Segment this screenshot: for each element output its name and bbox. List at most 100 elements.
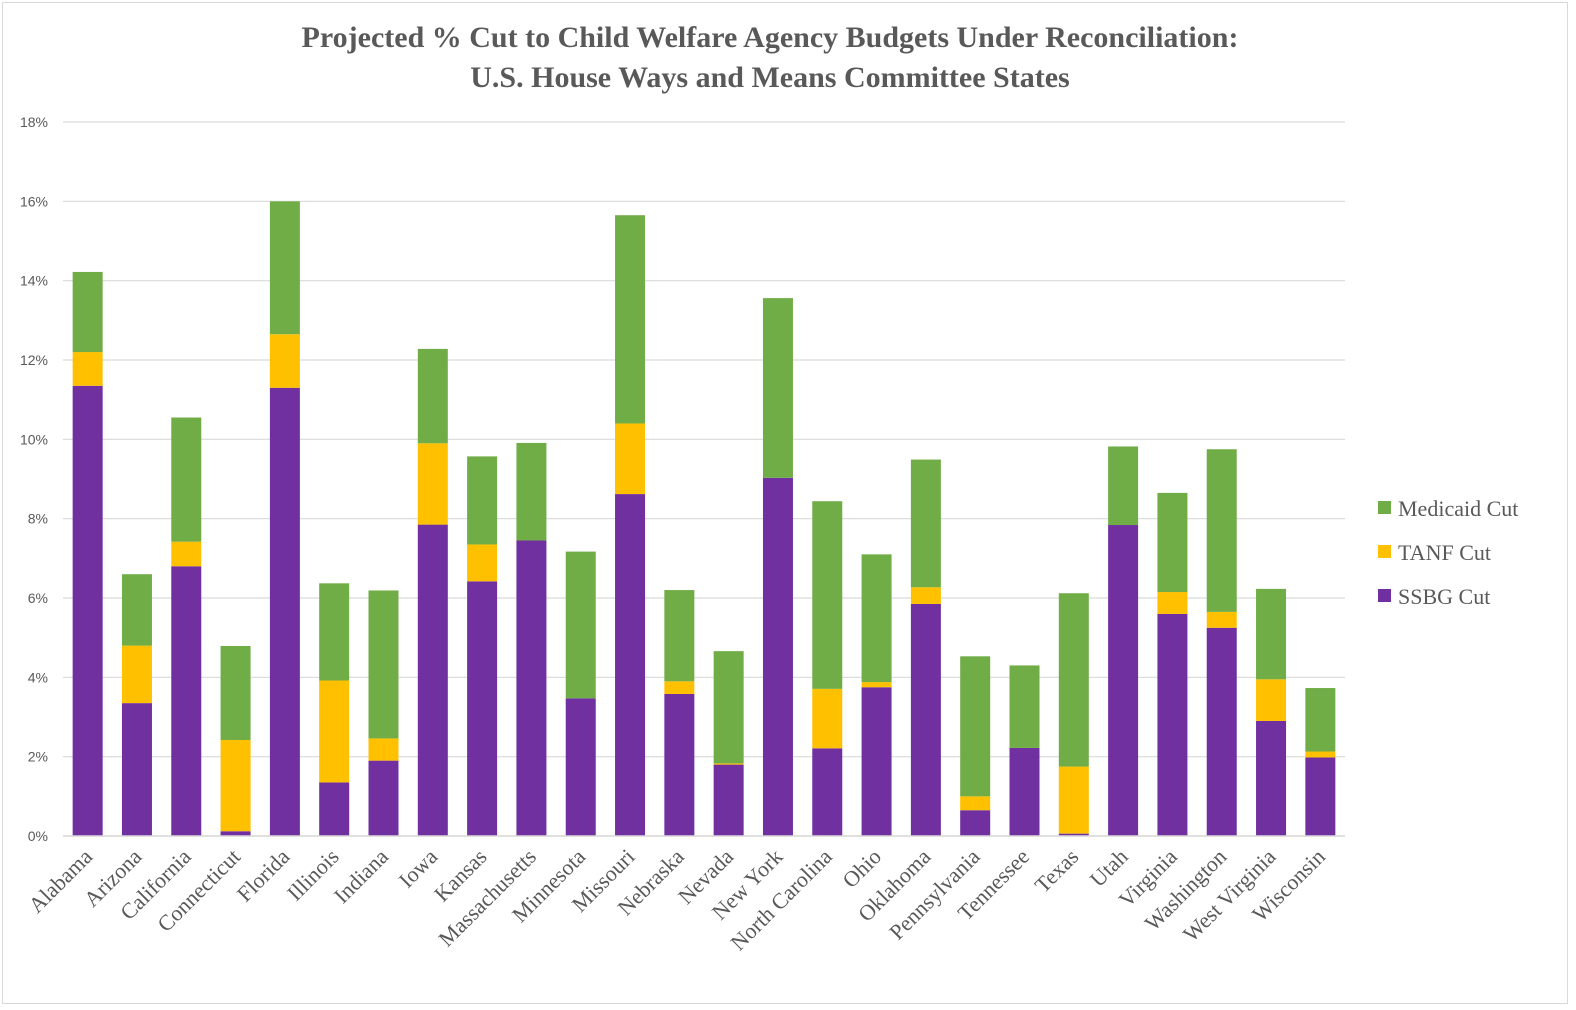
bar-segment-ssbg-cut xyxy=(220,831,251,836)
bar-segment-medicaid-cut xyxy=(171,417,202,542)
bar-segment-medicaid-cut xyxy=(1009,665,1040,748)
bar-segment-tanf-cut xyxy=(910,587,941,604)
x-tick-label: Indiana xyxy=(329,844,393,908)
bar-segment-medicaid-cut xyxy=(1108,446,1139,526)
y-tick-label: 18% xyxy=(20,114,48,130)
chart-title-line-2: U.S. House Ways and Means Committee Stat… xyxy=(470,61,1070,94)
bar-segment-tanf-cut xyxy=(664,681,695,694)
bar-segment-tanf-cut xyxy=(1256,679,1287,721)
y-tick-label: 16% xyxy=(20,193,48,209)
bar-segment-tanf-cut xyxy=(269,334,300,388)
bar-segment-ssbg-cut xyxy=(910,603,941,836)
bar-segment-ssbg-cut xyxy=(269,387,300,836)
bar-segment-tanf-cut xyxy=(319,680,350,783)
bar-segment-medicaid-cut xyxy=(467,456,498,545)
bar-segment-ssbg-cut xyxy=(516,540,547,836)
bar-segment-medicaid-cut xyxy=(1305,688,1336,752)
y-tick-label: 10% xyxy=(20,431,48,447)
bar-segment-medicaid-cut xyxy=(1157,492,1188,593)
bar-segment-ssbg-cut xyxy=(565,698,596,836)
legend-label: TANF Cut xyxy=(1398,540,1491,565)
bar-segment-tanf-cut xyxy=(368,738,399,761)
bar-segment-tanf-cut xyxy=(1305,751,1336,758)
bar-segment-ssbg-cut xyxy=(762,477,793,836)
bar-segment-medicaid-cut xyxy=(516,442,547,541)
y-tick-label: 4% xyxy=(28,669,48,685)
y-tick-label: 0% xyxy=(28,828,48,844)
chart-title: Projected % Cut to Child Welfare Agency … xyxy=(0,18,1540,98)
legend-swatch xyxy=(1378,545,1391,558)
bar-segment-medicaid-cut xyxy=(664,590,695,682)
x-axis: AlabamaArizonaCaliforniaConnecticutFlori… xyxy=(23,835,1345,955)
legend-swatch xyxy=(1378,589,1391,602)
bar-segment-ssbg-cut xyxy=(615,494,646,836)
bar-segment-medicaid-cut xyxy=(121,574,152,646)
bar-segment-tanf-cut xyxy=(812,688,843,749)
bar-segment-medicaid-cut xyxy=(861,554,892,683)
bar-segment-ssbg-cut xyxy=(319,782,350,836)
bar-segment-medicaid-cut xyxy=(220,645,251,741)
bar-segment-ssbg-cut xyxy=(417,524,448,836)
bar-segment-medicaid-cut xyxy=(762,298,793,478)
bar-segment-ssbg-cut xyxy=(664,693,695,836)
bar-segment-medicaid-cut xyxy=(565,551,596,699)
bar-segment-medicaid-cut xyxy=(368,590,399,739)
bar-segment-medicaid-cut xyxy=(1256,588,1287,680)
bar-segment-ssbg-cut xyxy=(1009,747,1040,836)
legend: Medicaid Cut TANF Cut SSBG Cut xyxy=(1378,496,1518,609)
x-tick-label: Alabama xyxy=(23,844,97,918)
bar-segment-tanf-cut xyxy=(220,740,251,832)
bar-segment-medicaid-cut xyxy=(615,215,646,424)
bar-segment-ssbg-cut xyxy=(1256,720,1287,836)
bar-segment-ssbg-cut xyxy=(171,566,202,836)
bar-segment-ssbg-cut xyxy=(1108,525,1139,836)
chart-title-line-1: Projected % Cut to Child Welfare Agency … xyxy=(301,21,1239,54)
bar-segment-medicaid-cut xyxy=(417,348,448,444)
bar-segment-ssbg-cut xyxy=(121,703,152,836)
y-tick-label: 8% xyxy=(28,511,48,527)
bar-segment-tanf-cut xyxy=(171,541,202,567)
bar-segment-tanf-cut xyxy=(960,796,991,811)
bar-segment-medicaid-cut xyxy=(72,271,103,353)
bar-segment-ssbg-cut xyxy=(1206,627,1237,836)
bar-segment-ssbg-cut xyxy=(1305,757,1336,836)
bar-segment-tanf-cut xyxy=(72,352,103,386)
bar-segment-medicaid-cut xyxy=(812,501,843,689)
bar-segment-ssbg-cut xyxy=(467,581,498,836)
bar-segment-ssbg-cut xyxy=(1058,833,1089,836)
y-tick-label: 6% xyxy=(28,590,48,606)
legend-label: Medicaid Cut xyxy=(1398,496,1518,521)
bar-segment-medicaid-cut xyxy=(319,583,350,681)
x-tick-label: Florida xyxy=(232,844,295,907)
legend-swatch xyxy=(1378,501,1391,514)
bars xyxy=(72,201,1336,836)
gridlines xyxy=(63,121,1345,837)
x-tick-label: Texas xyxy=(1030,844,1084,898)
bar-segment-medicaid-cut xyxy=(713,651,744,764)
bar-segment-tanf-cut xyxy=(121,645,152,704)
y-tick-label: 2% xyxy=(28,749,48,765)
bar-segment-medicaid-cut xyxy=(1206,449,1237,612)
legend-label: SSBG Cut xyxy=(1398,584,1490,609)
bar-segment-medicaid-cut xyxy=(1058,593,1089,767)
bar-segment-ssbg-cut xyxy=(861,687,892,836)
bar-segment-tanf-cut xyxy=(713,763,744,765)
bar-segment-tanf-cut xyxy=(861,682,892,688)
bar-segment-ssbg-cut xyxy=(960,810,991,836)
bar-segment-ssbg-cut xyxy=(72,385,103,836)
bar-segment-medicaid-cut xyxy=(269,201,300,335)
y-axis: 0% 2% 4% 6% 8% 10% 12% 14% 16% 18% xyxy=(20,114,48,844)
bar-segment-tanf-cut xyxy=(615,423,646,495)
bar-segment-tanf-cut xyxy=(1058,766,1089,834)
bar-segment-tanf-cut xyxy=(417,443,448,525)
bar-segment-tanf-cut xyxy=(467,544,498,582)
bar-segment-medicaid-cut xyxy=(910,459,941,588)
y-tick-label: 14% xyxy=(20,273,48,289)
bar-segment-tanf-cut xyxy=(1157,592,1188,614)
bar-segment-ssbg-cut xyxy=(812,748,843,836)
bar-segment-ssbg-cut xyxy=(713,764,744,836)
bar-segment-ssbg-cut xyxy=(368,760,399,836)
bar-segment-medicaid-cut xyxy=(960,656,991,797)
y-tick-label: 12% xyxy=(20,352,48,368)
